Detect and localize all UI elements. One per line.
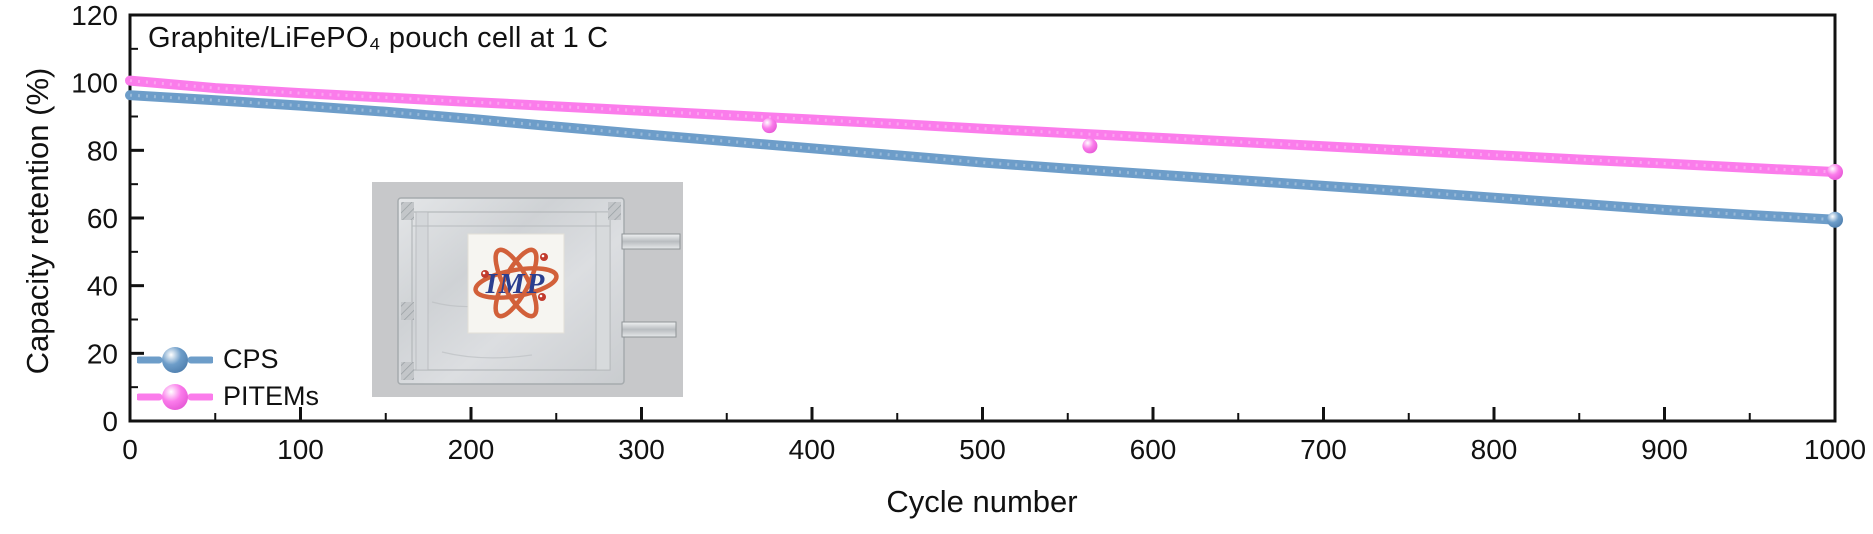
y-tick-label: 60: [87, 203, 118, 234]
pitems-series-marker-icon: [137, 383, 213, 410]
x-tick-label: 100: [277, 434, 324, 465]
y-axis-label: Capacity retention (%): [20, 67, 55, 375]
x-tick-label: 300: [618, 434, 665, 465]
outlier-point-pitems: [761, 118, 777, 134]
legend-item-pitems: PITEMs: [137, 378, 319, 415]
electron-dot: [481, 270, 489, 278]
electron-dot: [540, 253, 548, 261]
legend-label-pitems: PITEMs: [223, 381, 320, 411]
series-band-pitems: [125, 75, 1840, 177]
y-tick-label: 120: [71, 0, 118, 31]
y-tick-label: 0: [102, 406, 118, 437]
series-end-point-cps: [1827, 211, 1843, 228]
outlier-point-pitems: [1082, 138, 1098, 154]
legend: CPS PITEMs: [137, 341, 319, 415]
chart-title: Graphite/LiFePO₄ pouch cell at 1 C: [148, 22, 609, 54]
x-tick-label: 0: [122, 434, 138, 465]
y-tick-label: 20: [87, 338, 118, 369]
y-tick-label: 80: [87, 135, 118, 166]
y-tick-label: 100: [71, 68, 118, 99]
x-tick-label: 700: [1300, 434, 1347, 465]
legend-label-cps: CPS: [223, 344, 279, 374]
x-tick-label: 200: [448, 434, 495, 465]
imp-logo-text: IMP: [485, 268, 547, 300]
x-tick-label: 900: [1641, 434, 1688, 465]
cps-series-marker-icon: [137, 346, 213, 373]
electron-dot: [538, 293, 546, 301]
orbit-ellipse-horizontal: [473, 266, 559, 300]
x-tick-label: 800: [1471, 434, 1518, 465]
imp-logo: IMP: [467, 233, 565, 334]
legend-item-cps: CPS: [137, 341, 319, 378]
series-end-point-pitems: [1827, 163, 1843, 180]
pouch-cell-photo-inset: IMP: [372, 182, 683, 397]
y-tick-label: 40: [87, 271, 118, 302]
pouch-tab-top: [621, 233, 681, 250]
x-tick-label: 600: [1130, 434, 1177, 465]
orbit-ellipse-left: [493, 247, 539, 319]
orbit-ellipse-right: [493, 247, 539, 319]
x-tick-label: 1000: [1804, 434, 1866, 465]
pouch-tab-bottom: [621, 321, 677, 338]
x-axis-label: Cycle number: [886, 484, 1078, 519]
series-band-texture: [129, 93, 1836, 222]
x-tick-label: 500: [959, 434, 1006, 465]
series-band-cps: [125, 90, 1840, 225]
x-tick-label: 400: [789, 434, 836, 465]
